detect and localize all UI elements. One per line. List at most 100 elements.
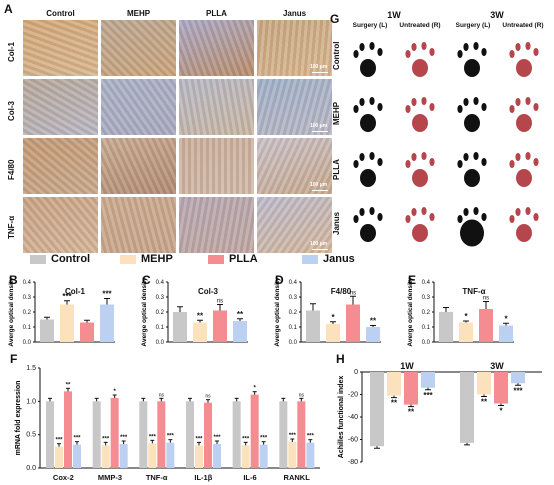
bar [110,398,119,468]
micrograph-tile [256,137,333,195]
significance-label: *** [289,433,297,439]
significance-label: * [331,313,335,322]
footprint [353,97,383,132]
y-tick-label: 0.3 [422,295,431,301]
micrograph-tile [256,19,333,77]
bar [232,401,241,468]
y-tick-label: 0.0 [422,340,431,346]
bar [366,327,380,342]
scale-bar-label: 100 μm [310,64,328,70]
footprint [405,207,435,242]
micrograph-tile [256,78,333,136]
y-tick-label: 0.0 [23,340,32,346]
significance-label: ** [237,310,244,319]
y-tick-label: 0.0 [26,465,36,472]
y-tick-label: 0.5 [26,432,36,439]
significance-label: ** [370,317,377,326]
panel-g-subheader: Surgery (L) [455,22,491,29]
panel-label: B [9,273,18,287]
footprint [457,152,487,187]
bar [460,372,474,443]
panel-a-header-janus: Janus [282,9,307,18]
micrograph-tile [256,196,333,254]
footprint [405,152,435,187]
x-tick-label: IL-1β [194,473,212,482]
micrograph-tile [22,78,99,136]
bar [370,372,384,447]
footprint [509,42,539,77]
chart-title: TNF-α [462,287,485,296]
bar [101,445,110,468]
significance-label: ns [217,299,223,305]
bar [279,401,288,468]
bar [250,394,259,468]
significance-label: *** [102,290,112,299]
micrograph-tile [22,137,99,195]
scale-bar [312,190,328,191]
micrograph-tile [100,78,177,136]
y-tick-label: 0.2 [422,310,431,316]
legend-swatch [120,254,136,264]
footprint [509,152,539,187]
y-tick-label: -20 [348,392,358,399]
chart-title: Col-3 [198,287,219,296]
legend-swatch [30,254,46,264]
y-tick-label: -40 [348,414,358,421]
significance-label: ** [66,382,71,388]
footprint [457,97,487,132]
panel-g-subheader: Untreated (R) [399,22,441,29]
y-tick-label: 0.3 [23,295,32,301]
y-tick-label: 0.2 [289,310,298,316]
significance-label: ns [350,290,356,296]
significance-label: *** [73,436,81,442]
y-tick-label: 0.4 [156,280,165,286]
micrograph-tile [100,196,177,254]
bar [288,442,297,468]
significance-label: *** [195,436,203,442]
bar [204,402,212,468]
bar [326,324,340,342]
panel-g-subheader: Surgery (L) [352,22,388,29]
panel-g-week-1w: 1W [387,10,401,20]
y-tick-label: 0.4 [422,280,431,286]
legend-label: PLLA [229,253,258,265]
significance-label: *** [423,391,433,400]
y-axis-label: Achilles functional index [338,376,345,459]
panel-label: E [408,273,416,287]
legend-label: Janus [323,253,355,265]
significance-label: *** [513,386,523,395]
bar [148,443,157,468]
bar [439,312,453,342]
panel-label: H [336,352,345,366]
bar [306,310,320,342]
bar [494,372,508,404]
significance-label: ** [408,408,415,417]
micrograph-tile [178,196,255,254]
micrograph-tile [100,19,177,77]
scale-bar-label: 100 μm [310,123,328,129]
y-tick-label: 0.2 [156,310,165,316]
micrograph-tile [178,137,255,195]
significance-label: *** [62,292,72,301]
y-tick-label: 0.0 [289,340,298,346]
bar [139,401,148,468]
bar [166,442,175,468]
x-tick-label: MMP-3 [98,473,122,482]
bar [479,309,493,342]
bar [241,445,250,468]
bar [459,322,473,342]
footprint [353,42,383,77]
bar [80,322,94,342]
panel-label: F [10,352,17,366]
significance-label: *** [149,434,157,440]
footprint [405,42,435,77]
panel-g-week-3w: 3W [490,10,504,20]
significance-label: ns [159,392,165,398]
panel-label: C [142,273,151,287]
micrograph-tile [178,78,255,136]
bar [173,312,187,342]
scale-bar [312,72,328,73]
bar [387,372,401,396]
panel-a-header-plla: PLLA [206,9,227,18]
bar [195,445,203,468]
